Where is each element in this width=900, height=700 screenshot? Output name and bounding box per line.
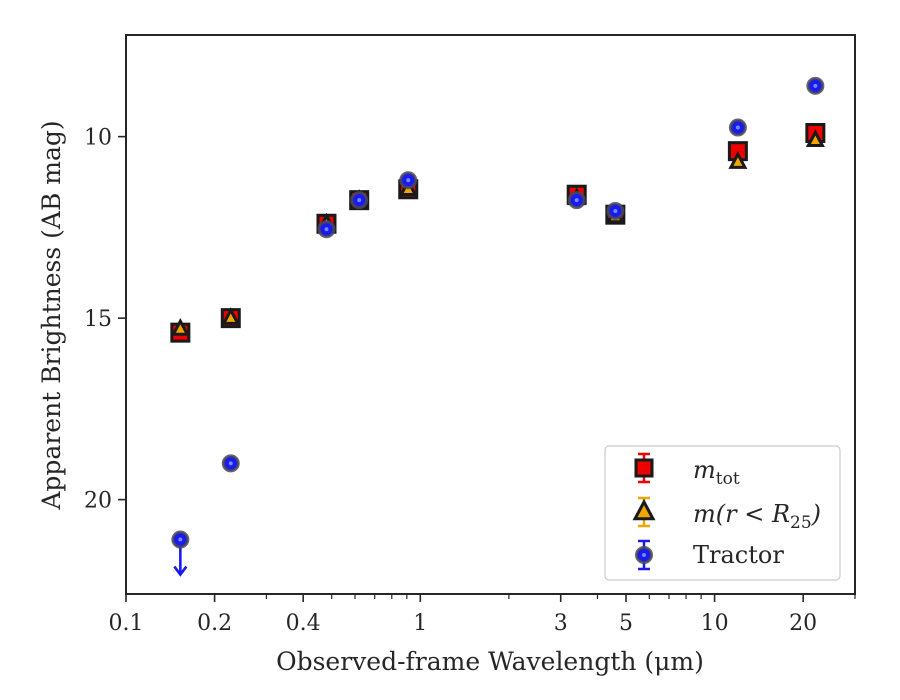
x-axis-ticks: 0.1 0.2 0.4 1 3 5 10 20 (109, 594, 856, 636)
x-axis-title: Observed-frame Wavelength (μm) (276, 647, 704, 676)
point-triangle-8 (805, 129, 825, 148)
y-tick-label: 10 (84, 126, 112, 151)
point-circle-6-center (613, 209, 618, 214)
x-tick-label: 0.4 (286, 611, 321, 636)
point-circle-2-center (324, 227, 329, 232)
axes-frame (125, 34, 856, 595)
x-tick-label: 10 (701, 611, 729, 636)
y-tick-label: 15 (84, 307, 112, 332)
point-triangle-1 (221, 307, 241, 325)
x-tick-label: 5 (619, 611, 633, 636)
legend-circle-marker-center (642, 553, 646, 557)
x-tick-label: 20 (789, 611, 817, 636)
legend-square-marker (634, 458, 654, 478)
x-tick-label: 0.2 (197, 611, 232, 636)
point-circle-5-center (574, 198, 579, 203)
x-tick-label: 1 (413, 611, 427, 636)
point-circle-3-center (357, 198, 362, 203)
series-circle (171, 76, 825, 577)
legend-label-mtot: mtot (693, 456, 740, 489)
upper-limit-arrowhead (173, 565, 188, 577)
plot-area (125, 34, 856, 595)
point-circle-4-center (406, 178, 411, 183)
legend-label-tractor: Tractor (693, 541, 784, 569)
legend-frame (604, 445, 841, 581)
legend-triangle-marker (632, 498, 656, 521)
point-circle-0-center (178, 537, 183, 542)
data-markers (170, 76, 826, 577)
point-triangle-7 (728, 151, 748, 169)
x-tick-label: 3 (554, 611, 568, 636)
point-circle-7-center (735, 125, 740, 130)
y-axis-ticks: 10 15 20 (84, 126, 126, 514)
series-square (170, 123, 826, 343)
point-circle-1-center (228, 461, 233, 466)
y-tick-label: 20 (84, 489, 112, 514)
series-triangle (170, 129, 825, 336)
point-circle-8-center (813, 83, 818, 88)
legend-label-mr25: m(r < R25) (693, 500, 821, 533)
legend: mtot m(r < R25) Tractor (604, 445, 841, 581)
point-triangle-0 (170, 318, 190, 336)
y-axis-title: Apparent Brightness (AB mag) (37, 120, 66, 510)
x-tick-label: 0.1 (109, 611, 144, 636)
legend-symbols (632, 452, 656, 571)
